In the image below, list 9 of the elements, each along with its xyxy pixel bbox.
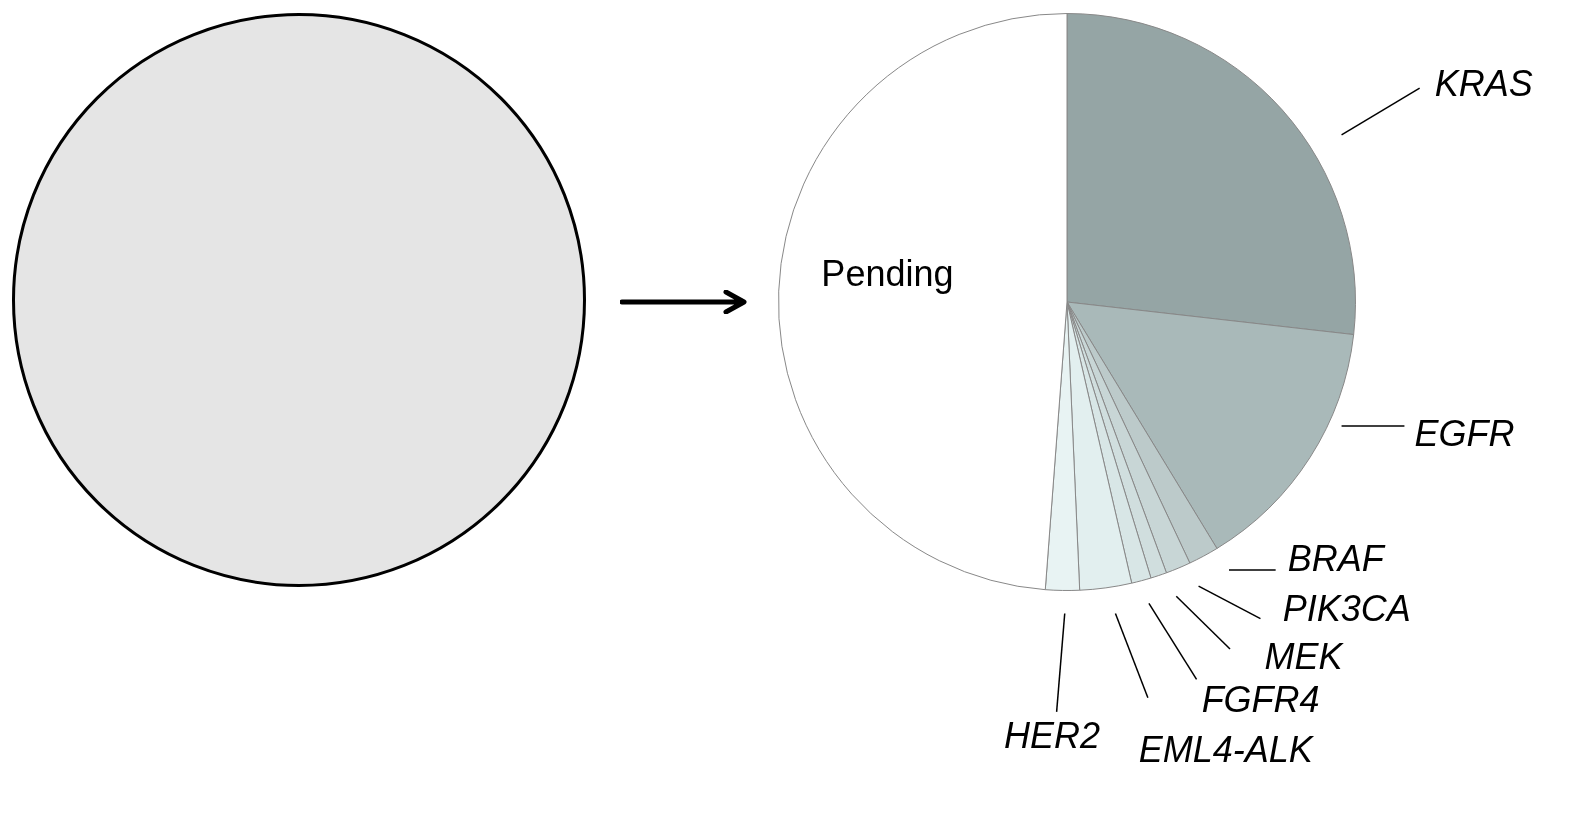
slice-label: HER2 (1003, 715, 1100, 757)
slice-label: KRAS (1434, 63, 1533, 105)
slice-label: EGFR (1414, 413, 1515, 455)
slice-label: PIK3CA (1282, 588, 1411, 630)
slice-label: EML4-ALK (1138, 729, 1315, 771)
slice-label: Pending (821, 252, 954, 294)
slice-label: MEK (1264, 636, 1345, 678)
slice-label: FGFR4 (1201, 678, 1320, 720)
slice-label: BRAF (1287, 537, 1386, 579)
